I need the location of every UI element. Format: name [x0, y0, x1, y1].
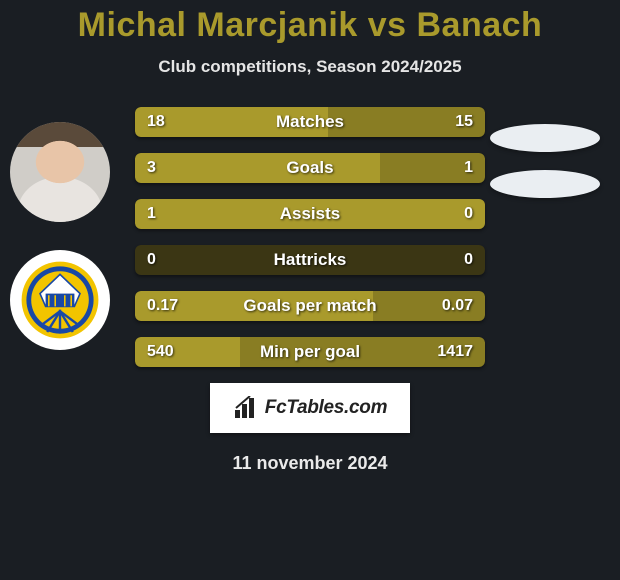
subtitle: Club competitions, Season 2024/2025	[0, 57, 620, 77]
stat-label: Goals per match	[135, 296, 485, 316]
player1-name: Michal Marcjanik	[78, 6, 358, 44]
stat-label: Hattricks	[135, 250, 485, 270]
stat-row: 10Assists	[135, 199, 485, 229]
player-face-icon	[10, 122, 110, 222]
stat-label: Matches	[135, 112, 485, 132]
stat-label: Assists	[135, 204, 485, 224]
stat-label: Goals	[135, 158, 485, 178]
stats-list: 1815Matches 31Goals 10Assists 00Hattricks 0.…	[135, 107, 485, 367]
player2-name: Banach	[417, 6, 543, 44]
comparison-card: Michal Marcjanik vs Banach Club competit…	[0, 0, 620, 474]
page-title: Michal Marcjanik vs Banach	[0, 6, 620, 45]
left-avatars	[10, 122, 110, 378]
date-label: 11 november 2024	[0, 453, 620, 474]
stat-row: 5401417Min per goal	[135, 337, 485, 367]
club-logo-icon	[20, 260, 100, 340]
stat-row: 1815Matches	[135, 107, 485, 137]
stat-row: 0.170.07Goals per match	[135, 291, 485, 321]
source-label: FcTables.com	[265, 397, 387, 419]
player-avatar	[10, 122, 110, 222]
player2-club-placeholder	[490, 170, 600, 198]
stat-row: 31Goals	[135, 153, 485, 183]
fctables-logo-icon	[233, 396, 261, 420]
source-badge: FcTables.com	[210, 383, 410, 433]
stat-label: Min per goal	[135, 342, 485, 362]
player2-avatar-placeholder	[490, 124, 600, 152]
club-badge	[10, 250, 110, 350]
stat-row: 00Hattricks	[135, 245, 485, 275]
right-placeholders	[490, 124, 600, 216]
vs-separator: vs	[358, 6, 417, 44]
